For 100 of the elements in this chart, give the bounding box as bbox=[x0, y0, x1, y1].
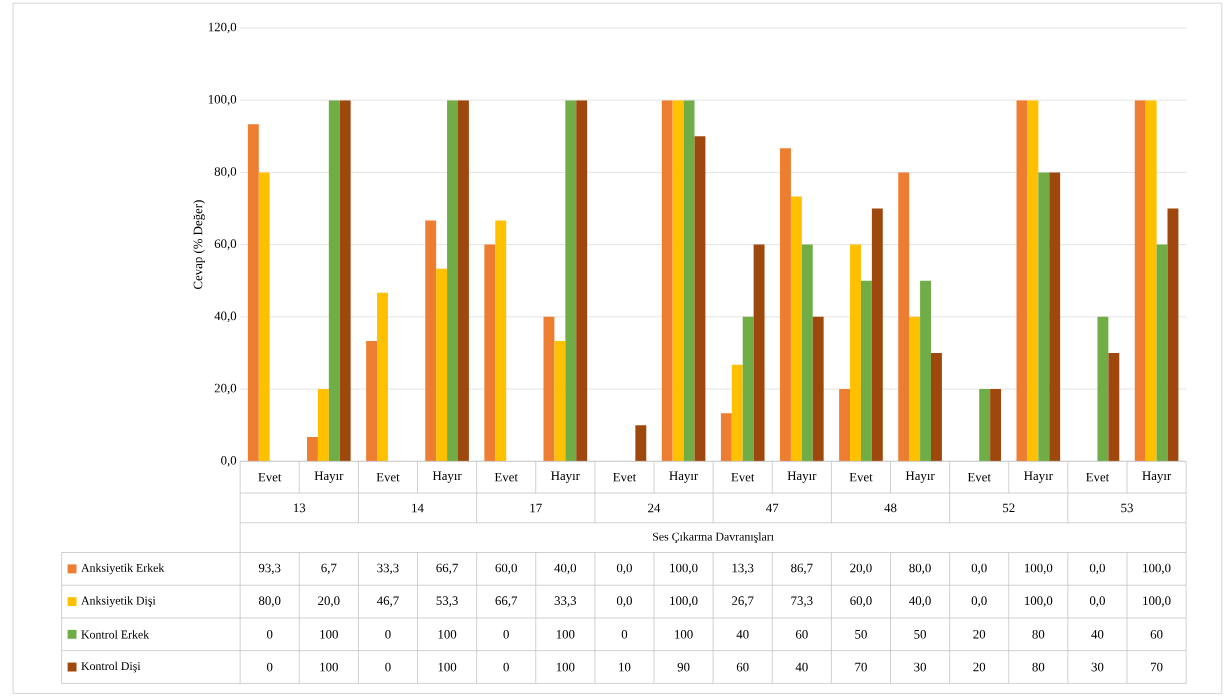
data-label: 0 bbox=[385, 630, 391, 639]
text: 52 bbox=[1003, 503, 1015, 513]
x-tick-label: Hayır bbox=[787, 471, 817, 483]
text: 53 bbox=[1121, 503, 1133, 513]
bar bbox=[328, 100, 340, 462]
bar bbox=[366, 341, 378, 462]
data-label: 100,0 bbox=[670, 596, 698, 608]
legend-label: Kontrol Dişi bbox=[81, 661, 141, 673]
data-label: 0 bbox=[503, 662, 509, 672]
data-label: 100 bbox=[320, 662, 338, 672]
text: 13 bbox=[293, 503, 306, 513]
data-label: 60,0 bbox=[850, 596, 872, 608]
data-label: 0,0 bbox=[971, 563, 987, 575]
data-label: 20,0 bbox=[318, 596, 340, 608]
data-label: 100,0 bbox=[1025, 563, 1053, 575]
data-label: 73,3 bbox=[791, 596, 813, 608]
bar bbox=[672, 100, 684, 462]
data-label: 86,7 bbox=[791, 563, 813, 575]
bar bbox=[683, 100, 695, 462]
data-label: 0,0 bbox=[616, 596, 632, 608]
y-axis-title: Cevap (% Değer) bbox=[193, 200, 205, 290]
bar bbox=[1027, 100, 1039, 462]
data-label: 60 bbox=[1150, 630, 1163, 639]
data-label: 60 bbox=[795, 630, 808, 639]
bar bbox=[930, 353, 942, 462]
x-tick-label: Evet bbox=[967, 473, 991, 482]
bar bbox=[576, 100, 588, 462]
data-label: 93,3 bbox=[258, 563, 281, 575]
bar bbox=[1038, 172, 1050, 462]
bar bbox=[1156, 244, 1168, 462]
x-tick-label: Evet bbox=[731, 473, 755, 482]
text: 24 bbox=[648, 503, 661, 513]
legend-label: Kontrol Erkek bbox=[81, 630, 150, 639]
data-label: 40,0 bbox=[909, 596, 931, 608]
data-label: 66,7 bbox=[436, 563, 458, 575]
data-label: 46,7 bbox=[376, 596, 399, 608]
bar bbox=[554, 341, 566, 462]
data-label: 40 bbox=[1091, 630, 1104, 639]
text: 47 bbox=[766, 503, 779, 513]
bar bbox=[317, 389, 329, 462]
data-label: 90 bbox=[677, 662, 690, 672]
bar bbox=[909, 317, 921, 462]
data-label: 33,3 bbox=[377, 563, 399, 575]
data-label: 100,0 bbox=[670, 563, 698, 575]
data-label: 30 bbox=[1091, 662, 1104, 672]
x-tick-label: Hayır bbox=[669, 471, 699, 483]
data-label: 70 bbox=[1151, 662, 1163, 672]
data-label: 100 bbox=[320, 630, 338, 639]
bar bbox=[850, 244, 861, 462]
data-label: 53,3 bbox=[436, 596, 458, 608]
data-label: 100,0 bbox=[1143, 596, 1171, 608]
y-tick-label: 0,0 bbox=[221, 456, 237, 467]
x-axis-title: Ses Çıkarma Davranışları bbox=[653, 532, 774, 544]
x-tick-label: Hayır bbox=[905, 471, 935, 483]
data-label: 40,0 bbox=[554, 563, 577, 575]
y-tick-label: 100,0 bbox=[208, 95, 237, 106]
bar bbox=[1167, 208, 1179, 462]
x-tick-label: Hayır bbox=[314, 471, 344, 483]
bar bbox=[898, 172, 910, 462]
bar bbox=[694, 136, 706, 462]
data-label: 20,0 bbox=[850, 563, 872, 575]
bar bbox=[635, 425, 647, 462]
bar bbox=[860, 280, 872, 462]
y-tick-label: 120,0 bbox=[208, 22, 237, 34]
y-tick-label: 20,0 bbox=[214, 384, 237, 395]
bar bbox=[1134, 100, 1146, 462]
bar bbox=[661, 100, 673, 462]
x-tick-label: Evet bbox=[494, 473, 518, 482]
data-label: 0,0 bbox=[971, 596, 987, 608]
legend-label: Anksiyetik Erkek bbox=[81, 563, 165, 575]
x-tick-label: Evet bbox=[849, 473, 873, 482]
data-label: 100 bbox=[438, 630, 457, 639]
data-label: 100,0 bbox=[1025, 596, 1053, 608]
y-tick-label: 80,0 bbox=[214, 167, 237, 178]
data-label: 0 bbox=[621, 630, 628, 639]
bar bbox=[447, 100, 458, 462]
bar bbox=[720, 413, 732, 462]
legend-label: Anksiyetik Dişi bbox=[81, 596, 156, 608]
x-tick-label: Evet bbox=[258, 473, 282, 482]
data-label: 60,0 bbox=[495, 563, 517, 575]
data-label: 20 bbox=[973, 662, 986, 672]
data-label: 80 bbox=[1032, 630, 1045, 639]
data-label: 80,0 bbox=[909, 563, 931, 575]
data-label: 0 bbox=[266, 630, 273, 639]
data-label: 0 bbox=[385, 662, 391, 672]
bar bbox=[742, 317, 754, 462]
bar bbox=[436, 269, 448, 462]
bar bbox=[839, 389, 851, 462]
data-label: 70 bbox=[855, 662, 867, 672]
data-label: 0,0 bbox=[616, 563, 632, 575]
data-label: 100 bbox=[556, 662, 575, 672]
x-tick-label: Hayır bbox=[551, 471, 580, 483]
bar bbox=[1049, 172, 1061, 462]
x-tick-label: Hayır bbox=[1024, 471, 1053, 483]
bar bbox=[457, 100, 469, 462]
data-label: 26,7 bbox=[732, 596, 754, 608]
data-label: 40 bbox=[795, 662, 808, 672]
bar bbox=[731, 365, 743, 462]
bar bbox=[1108, 353, 1120, 462]
bar bbox=[979, 389, 991, 462]
